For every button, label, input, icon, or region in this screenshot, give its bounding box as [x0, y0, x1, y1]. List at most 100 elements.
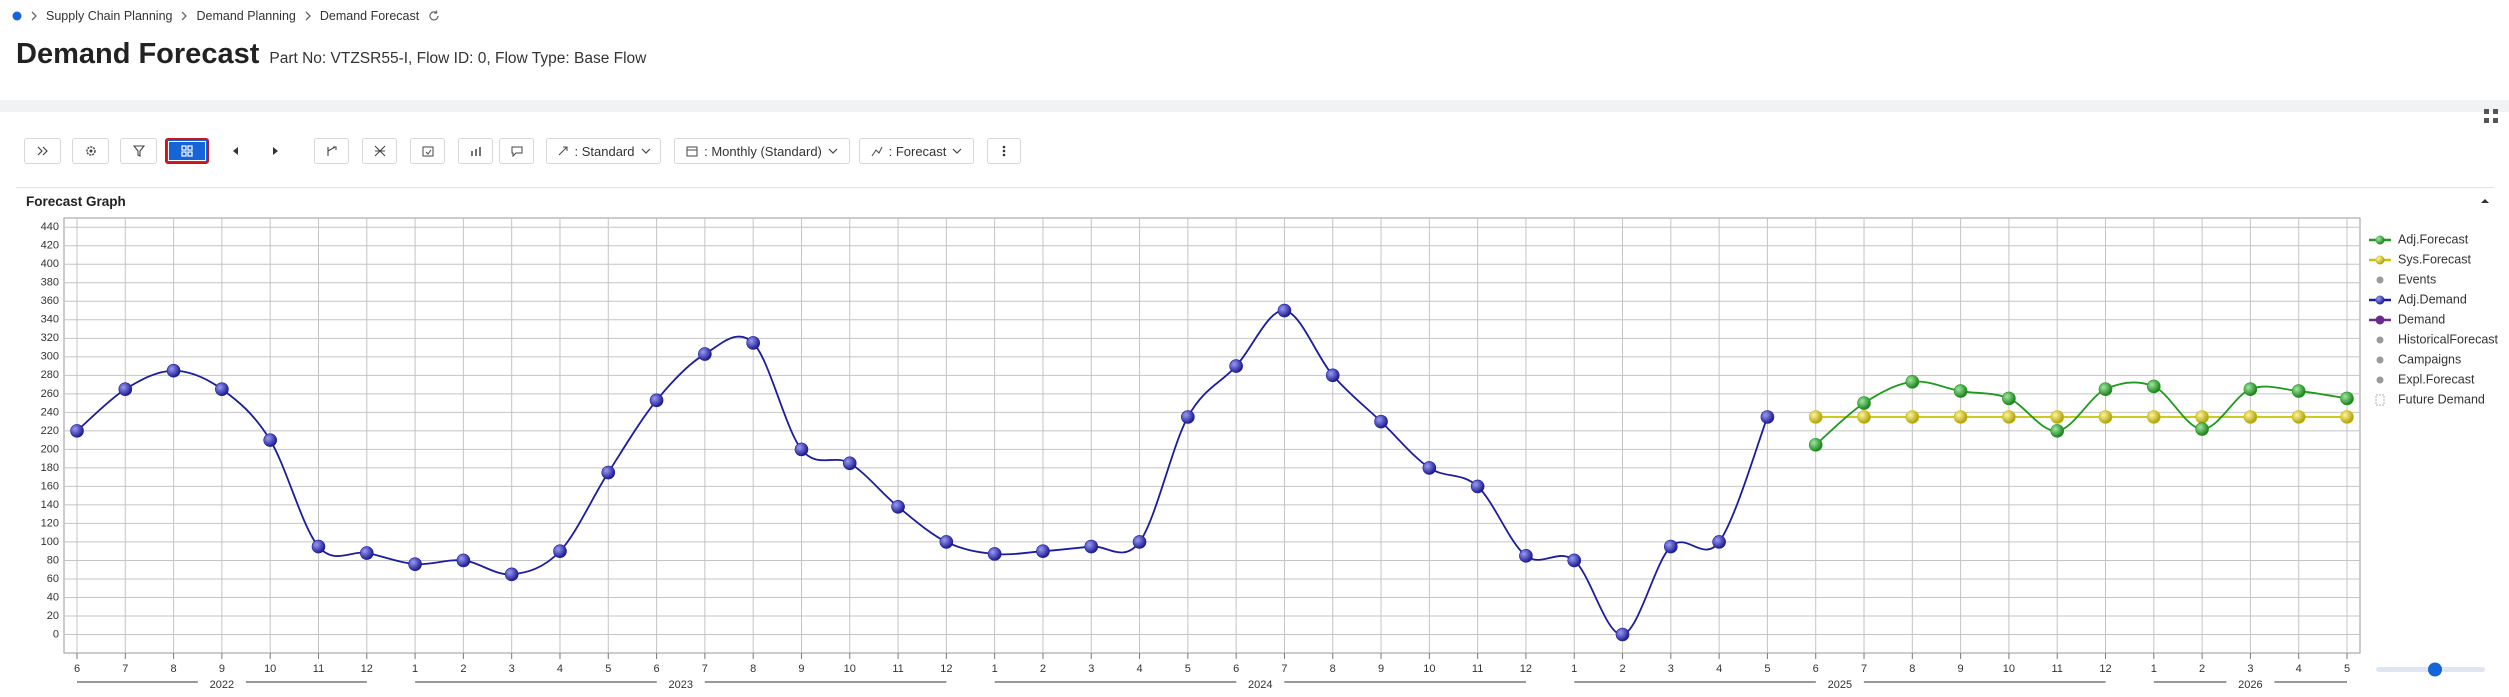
x-tick-label: 3: [1088, 663, 1094, 675]
toolbar-button[interactable]: [499, 138, 534, 164]
data-point: [1567, 553, 1582, 568]
y-tick-label: 140: [41, 499, 59, 511]
y-tick-label: 120: [41, 517, 59, 529]
data-point: [2340, 410, 2354, 424]
x-tick-label: 2: [460, 663, 466, 675]
legend-label[interactable]: Adj.Demand: [2398, 292, 2467, 306]
x-tick-label: 1: [412, 663, 418, 675]
toolbar-button[interactable]: [410, 138, 445, 164]
data-point: [2050, 410, 2065, 424]
x-tick-label: 11: [2052, 663, 2063, 675]
data-point: [1470, 479, 1485, 494]
x-tick-label: 5: [605, 663, 611, 675]
x-tick-label: 8: [171, 663, 177, 675]
y-tick-label: 0: [53, 628, 59, 640]
data-point: [1664, 539, 1678, 554]
home-icon[interactable]: [12, 11, 22, 21]
legend-label[interactable]: Campaigns: [2398, 352, 2461, 366]
data-point: [359, 546, 374, 560]
previous-button[interactable]: [224, 138, 248, 164]
legend-marker: [2375, 235, 2385, 245]
x-tick-label: 10: [264, 663, 276, 675]
x-tick-label: 5: [1185, 663, 1191, 675]
year-label: 2023: [668, 679, 692, 691]
expand-icon[interactable]: [2483, 108, 2499, 124]
dropdown-label: : Forecast: [888, 143, 947, 159]
data-point: [1374, 414, 1388, 429]
data-point: [1181, 410, 1195, 424]
legend-label[interactable]: Demand: [2398, 312, 2445, 326]
toolbar-button[interactable]: [458, 138, 493, 164]
next-button[interactable]: [261, 138, 288, 164]
x-tick-label: 7: [1861, 663, 1867, 675]
x-tick-label: 3: [1668, 663, 1674, 675]
data-point: [1905, 375, 1920, 389]
legend-marker: [2375, 295, 2385, 305]
data-point: [311, 539, 326, 554]
period-dropdown[interactable]: : Monthly (Standard): [674, 138, 850, 164]
panel-header: [16, 187, 2494, 215]
y-tick-label: 60: [47, 573, 59, 585]
data-point: [2195, 422, 2209, 436]
legend-label[interactable]: Sys.Forecast: [2398, 252, 2471, 266]
dropdown-label: : Standard: [574, 143, 635, 159]
dropdown-label: : Monthly (Standard): [704, 143, 822, 159]
breadcrumb-item[interactable]: Supply Chain Planning: [46, 9, 173, 23]
legend-label[interactable]: Expl.Forecast: [2398, 372, 2475, 386]
y-tick-label: 80: [47, 554, 59, 566]
x-tick-label: 9: [219, 663, 225, 675]
data-point: [553, 544, 567, 558]
filter-button[interactable]: [120, 138, 157, 164]
y-tick-label: 440: [41, 221, 59, 233]
x-tick-label: 2: [2199, 663, 2205, 675]
data-point: [746, 336, 760, 350]
data-point: [842, 456, 857, 471]
data-point: [2098, 410, 2113, 424]
toolbar-button[interactable]: [314, 138, 349, 164]
legend-label[interactable]: Future Demand: [2398, 392, 2485, 406]
data-point: [2098, 382, 2113, 397]
data-point: [2243, 410, 2258, 424]
legend-marker: [2375, 394, 2385, 406]
refresh-icon[interactable]: [427, 9, 441, 23]
y-tick-label: 200: [41, 443, 59, 455]
data-point: [166, 363, 181, 378]
chevron: [305, 11, 311, 21]
view-dropdown[interactable]: : Standard: [546, 138, 661, 164]
data-point: [1036, 544, 1050, 558]
x-tick-label: 6: [654, 663, 660, 675]
y-tick-label: 220: [41, 425, 59, 437]
page-header: Demand Forecast Part No: VTZSR55-I, Flow…: [16, 38, 646, 71]
x-tick-label: 10: [844, 663, 856, 675]
y-tick-label: 380: [41, 277, 59, 289]
x-tick-label: 7: [122, 663, 128, 675]
legend-label[interactable]: Events: [2398, 272, 2436, 286]
legend-label[interactable]: HistoricalForecast: [2398, 332, 2499, 346]
collapse-icon[interactable]: [2479, 196, 2491, 206]
legend-label[interactable]: Adj.Forecast: [2398, 232, 2469, 246]
breadcrumb-item[interactable]: Demand Planning: [196, 9, 296, 23]
data-point: [1519, 549, 1533, 563]
x-tick-label: 1: [2151, 663, 2157, 675]
data-point: [1712, 535, 1726, 549]
settings-button[interactable]: [72, 138, 109, 164]
data-point: [2291, 384, 2306, 398]
expand-button[interactable]: [24, 138, 61, 164]
slider-thumb[interactable]: [2428, 662, 2442, 677]
toolbar-button[interactable]: [362, 138, 397, 164]
x-tick-label: 4: [2296, 663, 2302, 675]
data-point: [2050, 424, 2065, 438]
x-tick-label: 8: [750, 663, 756, 675]
x-tick-label: 8: [1909, 663, 1915, 675]
data-point: [1953, 410, 1968, 424]
data-point: [504, 567, 519, 582]
more-button[interactable]: [987, 138, 1021, 164]
graph-view-button[interactable]: [165, 138, 209, 164]
y-tick-label: 240: [41, 406, 59, 418]
legend-marker: [2376, 336, 2384, 344]
data-point: [1229, 359, 1243, 373]
measure-dropdown[interactable]: : Forecast: [859, 138, 974, 164]
x-tick-label: 10: [1423, 663, 1435, 675]
